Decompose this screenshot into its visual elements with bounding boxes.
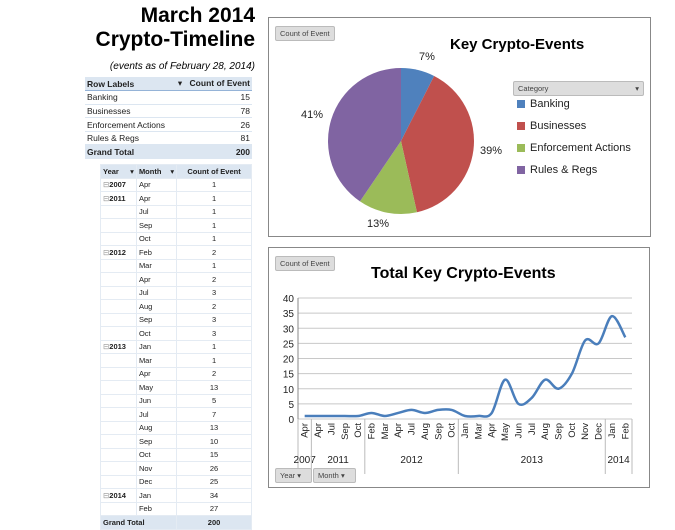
table-row: ⊟2013Jan1 — [101, 340, 252, 354]
x-tick-label: Jan — [460, 423, 471, 438]
table-row: Oct1 — [101, 232, 252, 246]
pie-chart-panel: Count of Event Key Crypto-Events 7%39%13… — [268, 17, 651, 237]
x-tick-label: Apr — [393, 423, 404, 438]
x-tick-label: Aug — [420, 423, 431, 440]
table-row: Jul3 — [101, 286, 252, 300]
data-note: (events as of February 28, 2014) — [70, 61, 255, 72]
filter-icon: ▾ — [170, 167, 174, 176]
x-tick-label: Apr — [313, 423, 324, 438]
x-tick-label: Feb — [620, 423, 631, 439]
x-tick-label: Sep — [554, 423, 565, 440]
year-group-label: 2013 — [521, 455, 544, 466]
table-row: Mar1 — [101, 354, 252, 368]
table-row: Apr2 — [101, 367, 252, 381]
series-line — [305, 316, 626, 416]
x-tick-label: Apr — [487, 423, 498, 438]
table-row: Apr2 — [101, 273, 252, 287]
legend-swatch — [517, 122, 525, 130]
table-row: ⊟2012Feb2 — [101, 246, 252, 260]
grand-total-row: Grand Total200 — [85, 145, 252, 159]
table-header-row: Year▾Month▾Count of Event — [101, 165, 252, 179]
table-row: Enforcement Actions26 — [85, 118, 252, 132]
year-group-label: 2007 — [294, 455, 317, 466]
table-row: Aug2 — [101, 300, 252, 314]
pie-chart: 7% 39% 13% 41% — [269, 18, 652, 238]
y-tick-label: 0 — [288, 415, 294, 426]
y-tick-label: 35 — [283, 309, 295, 320]
table-row: Jul7 — [101, 408, 252, 422]
legend-swatch — [517, 100, 525, 108]
x-tick-label: Jun — [513, 423, 524, 438]
table-row: Feb27 — [101, 502, 252, 516]
table-row: Businesses78 — [85, 104, 252, 118]
year-group-label: 2014 — [608, 455, 631, 466]
table-row: Jun5 — [101, 394, 252, 408]
y-tick-label: 30 — [283, 324, 295, 335]
y-tick-label: 15 — [283, 370, 295, 381]
pie-data-label: 13% — [367, 218, 389, 230]
x-tick-label: May — [500, 423, 511, 441]
table-row: Mar1 — [101, 259, 252, 273]
year-group-label: 2011 — [327, 455, 349, 466]
x-tick-label: Jul — [326, 423, 337, 435]
category-filter-button[interactable]: Category▾ — [513, 81, 644, 96]
line-chart: 0510152025303540AprAprJulSepOctFebMarApr… — [269, 248, 651, 489]
filter-dropdown-icon[interactable]: ▾ — [178, 78, 182, 89]
table-row: Jul1 — [101, 205, 252, 219]
x-tick-label: Oct — [567, 423, 578, 438]
legend-item: Enforcement Actions — [517, 142, 631, 154]
pie-data-label: 7% — [419, 51, 435, 63]
x-tick-label: Sep — [340, 423, 351, 440]
x-tick-label: Apr — [300, 423, 311, 438]
table-row: ⊟2007Apr1 — [101, 178, 252, 192]
x-tick-label: Jul — [527, 423, 538, 435]
pie-data-label: 39% — [480, 145, 502, 157]
year-field-button[interactable]: Year ▾ — [275, 468, 312, 483]
x-tick-label: Feb — [366, 423, 377, 439]
table-row: Rules & Regs81 — [85, 131, 252, 145]
table-row: Oct15 — [101, 448, 252, 462]
x-tick-label: Sep — [433, 423, 444, 440]
x-tick-label: Jul — [407, 423, 418, 435]
legend-swatch — [517, 144, 525, 152]
month-field-button[interactable]: Month ▾ — [313, 468, 356, 483]
table-row: Nov26 — [101, 462, 252, 476]
y-tick-label: 40 — [283, 294, 295, 305]
detail-pivot-table: Year▾Month▾Count of Event⊟2007Apr1⊟2011A… — [100, 164, 252, 530]
table-row: ⊟2014Jan34 — [101, 489, 252, 503]
x-tick-label: Mar — [380, 423, 391, 439]
summary-pivot-table: Row Labels▾Count of EventBanking15Busine… — [85, 77, 252, 159]
table-row: Sep1 — [101, 219, 252, 233]
table-row: Banking15 — [85, 91, 252, 105]
legend-item: Businesses — [517, 120, 586, 132]
page-title: March 2014Crypto-Timeline — [70, 4, 255, 52]
x-tick-label: Nov — [580, 423, 591, 440]
x-tick-label: Jan — [607, 423, 618, 438]
table-row: Aug13 — [101, 421, 252, 435]
line-chart-panel: Count of Event Total Key Crypto-Events 0… — [268, 247, 650, 488]
x-tick-label: Dec — [594, 423, 605, 440]
grand-total-row: Grand Total200 — [101, 516, 252, 530]
y-tick-label: 25 — [283, 339, 295, 350]
x-tick-label: Oct — [353, 423, 364, 438]
x-tick-label: Oct — [447, 423, 458, 438]
x-tick-label: Aug — [540, 423, 551, 440]
y-tick-label: 5 — [288, 400, 294, 411]
table-header-row: Row Labels▾Count of Event — [85, 77, 252, 91]
table-row: Sep10 — [101, 435, 252, 449]
y-tick-label: 10 — [283, 385, 295, 396]
x-tick-label: Mar — [473, 423, 484, 439]
legend-item: Banking — [517, 98, 570, 110]
legend-item: Rules & Regs — [517, 164, 597, 176]
table-row: Dec25 — [101, 475, 252, 489]
y-tick-label: 20 — [283, 355, 295, 366]
table-row: Sep3 — [101, 313, 252, 327]
table-row: Oct3 — [101, 327, 252, 341]
pie-data-label: 41% — [301, 109, 323, 121]
filter-icon: ▾ — [130, 167, 134, 176]
year-group-label: 2012 — [400, 455, 423, 466]
table-row: May13 — [101, 381, 252, 395]
legend-swatch — [517, 166, 525, 174]
table-row: ⊟2011Apr1 — [101, 192, 252, 206]
